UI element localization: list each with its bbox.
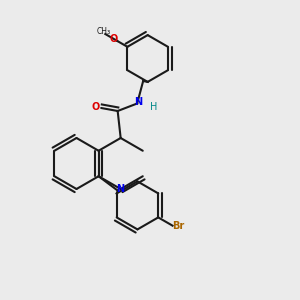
Text: O: O <box>92 101 100 112</box>
Text: Br: Br <box>172 221 184 231</box>
Text: N: N <box>117 184 125 194</box>
Text: H: H <box>150 102 158 112</box>
Text: O: O <box>109 34 118 44</box>
Text: CH₃: CH₃ <box>97 27 111 36</box>
Text: N: N <box>135 97 143 107</box>
